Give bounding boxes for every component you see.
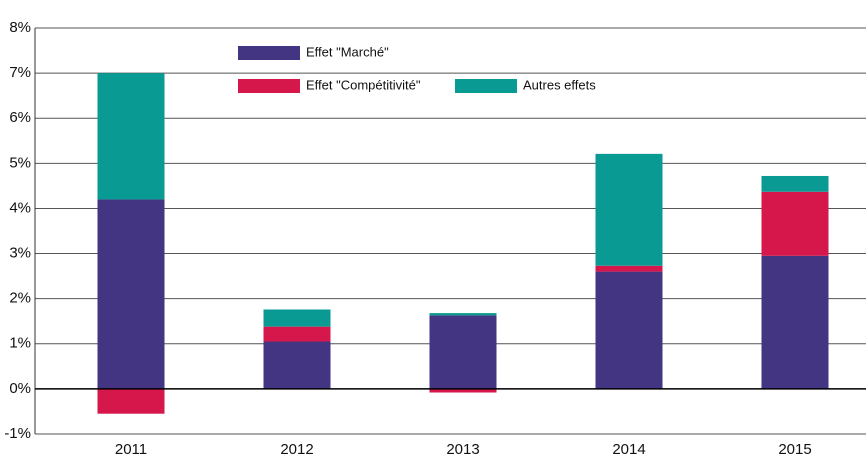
bar-segment — [761, 191, 829, 256]
x-tick-label: 2015 — [778, 441, 811, 458]
y-tick-label: 8% — [9, 19, 31, 36]
bar-segment — [429, 388, 497, 393]
bar-segment — [97, 388, 165, 414]
bar-segment — [429, 313, 497, 316]
y-tick-label: 3% — [9, 245, 31, 262]
bar-segment — [263, 326, 331, 342]
bar-segment — [97, 199, 165, 389]
bar-segment — [429, 315, 497, 389]
y-tick-label: 4% — [9, 199, 31, 216]
bar-segment — [595, 271, 663, 389]
legend-label: Effet "Compétitivité" — [306, 77, 421, 92]
y-tick-label: 1% — [9, 335, 31, 352]
y-tick-label: 7% — [9, 64, 31, 81]
bar-segment — [97, 73, 165, 200]
bar-segment — [761, 175, 829, 192]
x-tick-label: 2013 — [446, 441, 479, 458]
bar-segment — [761, 255, 829, 389]
y-tick-label: 5% — [9, 154, 31, 171]
y-tick-label: -1% — [4, 425, 31, 442]
bar-segment — [263, 309, 331, 327]
legend-label: Autres effets — [523, 77, 596, 92]
bar-segment — [595, 153, 663, 266]
legend-swatch — [455, 79, 517, 93]
bar-segment — [263, 341, 331, 389]
x-tick-label: 2012 — [280, 441, 313, 458]
legend-label: Effet "Marché" — [306, 44, 389, 59]
legend-swatch — [238, 79, 300, 93]
y-tick-label: 0% — [9, 380, 31, 397]
legend-swatch — [238, 46, 300, 60]
y-tick-label: 2% — [9, 290, 31, 307]
x-tick-label: 2011 — [115, 441, 147, 458]
x-tick-label: 2014 — [612, 441, 645, 458]
y-tick-label: 6% — [9, 109, 31, 126]
bar-segment — [595, 265, 663, 272]
